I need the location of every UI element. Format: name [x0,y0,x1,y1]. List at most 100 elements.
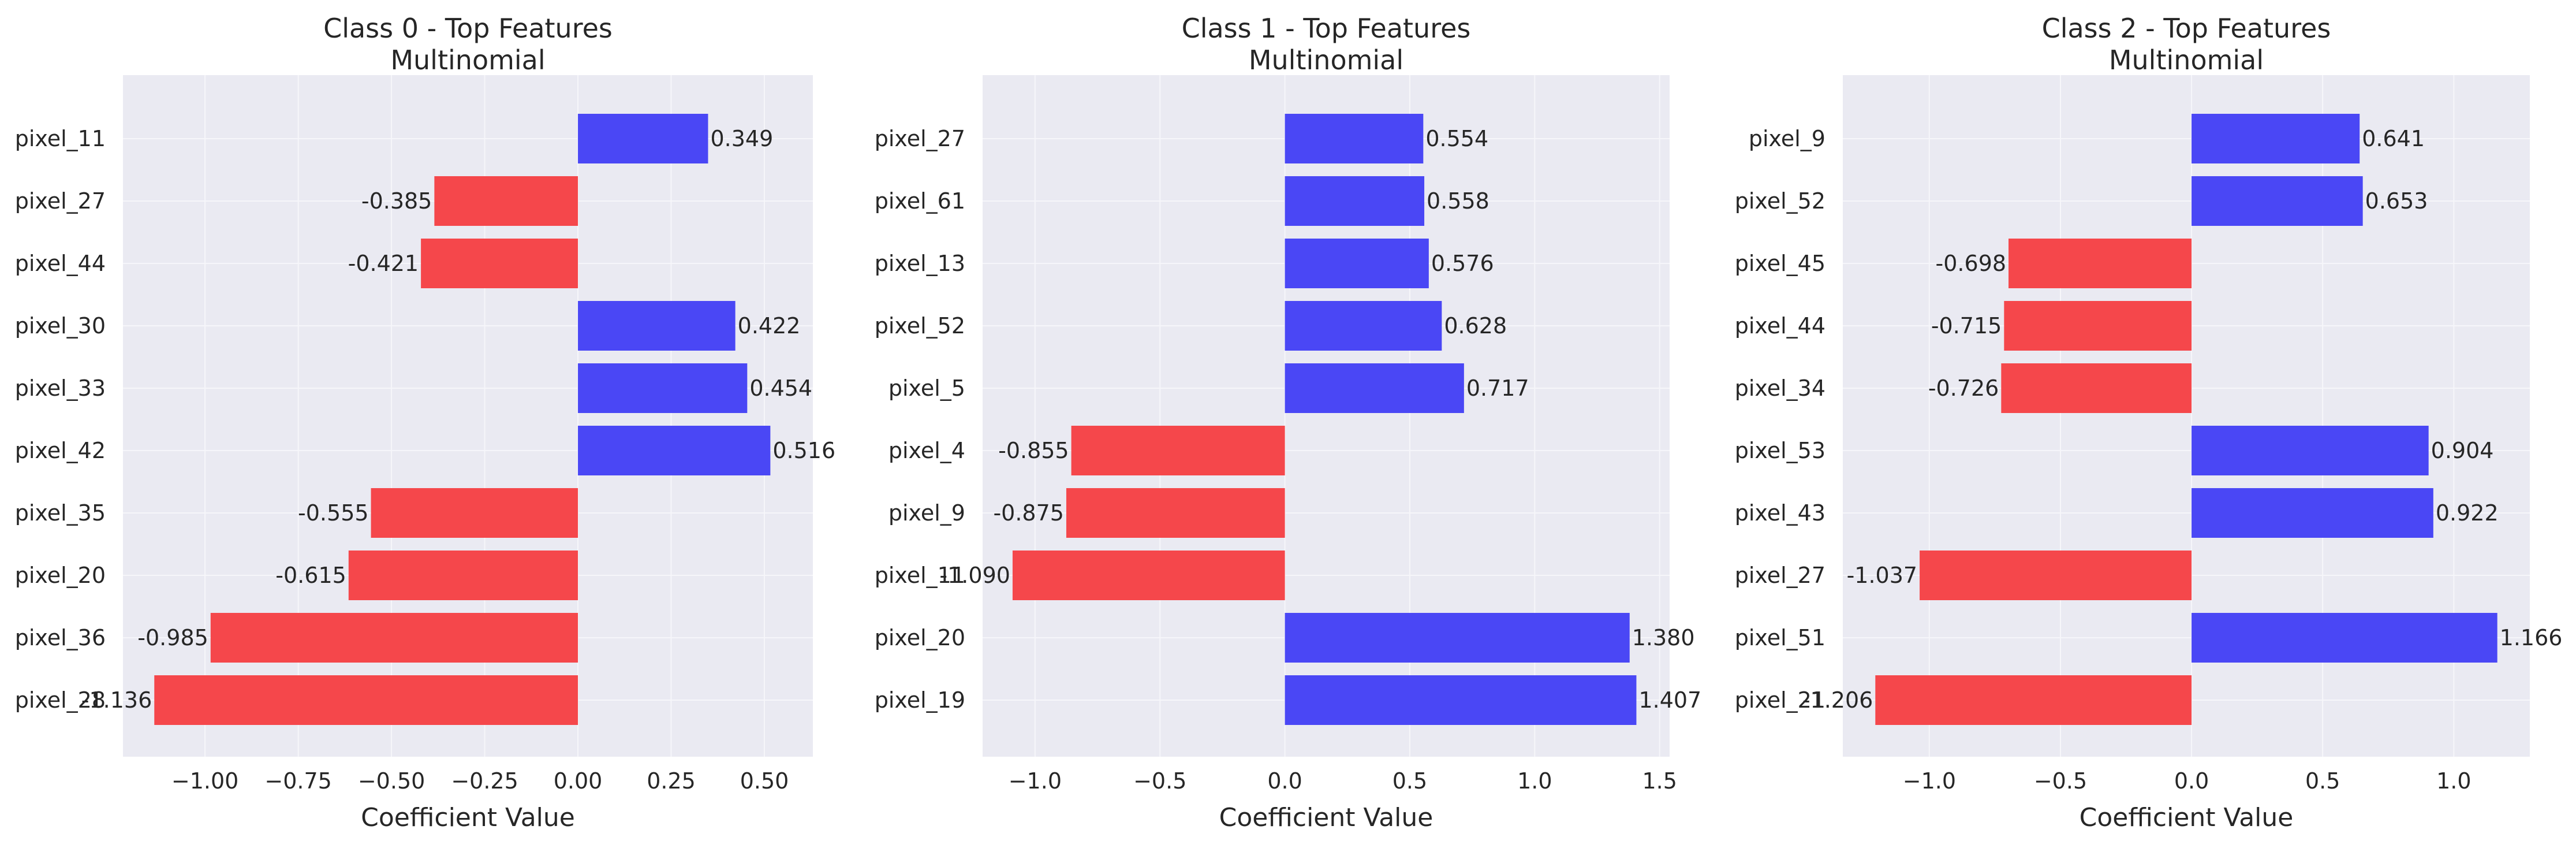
bar-value-label: 0.454 [749,375,812,401]
bar-value-label: 0.422 [738,313,801,339]
bar-value-label: -0.615 [275,563,346,588]
x-tick-label: 0.5 [2305,768,2340,794]
x-tick-label: 1.0 [2436,768,2471,794]
x-tick-label: 0.5 [1392,768,1427,794]
bar [2192,613,2497,663]
bar [1285,176,1425,226]
bar-value-label: 1.407 [1638,687,1701,713]
y-tick-label: pixel_35 [15,500,106,526]
x-tick-label: −1.0 [1903,768,1956,794]
x-tick-label: −1.00 [171,768,238,794]
y-tick-label: pixel_9 [888,500,965,526]
bar [1012,551,1285,600]
bar-value-label: 0.922 [2436,500,2499,526]
bar [1285,675,1637,725]
bar [1066,488,1285,538]
bar [2192,176,2363,226]
bar-value-label: 0.904 [2431,438,2494,463]
x-tick-label: 0.50 [740,768,789,794]
bar [578,426,771,475]
chart-title: Class 0 - Top Features [323,13,613,44]
chart-subtitle: Multinomial [390,44,545,76]
bar-value-label: -1.090 [939,563,1010,588]
y-tick-label: pixel_34 [1735,375,1825,401]
bar-value-label: 1.166 [2500,625,2563,650]
y-tick-label: pixel_45 [1735,251,1825,276]
bar [2192,114,2360,163]
bar [2008,239,2192,288]
bar [578,363,748,413]
bar [154,675,578,725]
y-tick-label: pixel_52 [1735,188,1825,214]
y-tick-label: pixel_61 [875,188,965,214]
bar-value-label: 0.628 [1444,313,1507,339]
chart-subtitle: Multinomial [1249,44,1403,76]
bar [421,239,578,288]
bar [2192,488,2433,538]
x-axis-label: Coefficient Value [1219,803,1433,832]
bar-value-label: -1.206 [1802,687,1873,713]
y-tick-label: pixel_33 [15,375,106,401]
bar-value-label: -0.855 [998,438,1069,463]
y-tick-label: pixel_53 [1735,438,1825,463]
x-tick-label: 1.0 [1517,768,1552,794]
y-tick-label: pixel_13 [875,251,965,276]
x-tick-label: 0.25 [647,768,696,794]
x-tick-label: −0.5 [2034,768,2087,794]
x-tick-label: −0.75 [264,768,331,794]
bar-value-label: 0.717 [1466,375,1529,401]
x-tick-label: −0.5 [1133,768,1186,794]
bar [1285,363,1464,413]
y-tick-label: pixel_27 [1735,563,1825,588]
bar [210,613,578,663]
bar-value-label: -0.385 [361,188,432,214]
bar-value-label: -0.875 [993,500,1064,526]
y-tick-label: pixel_5 [888,375,965,401]
bar [1071,426,1285,475]
bar [1875,675,2192,725]
bar [348,551,578,600]
y-tick-label: pixel_42 [15,438,106,463]
y-tick-label: pixel_19 [875,687,965,713]
y-tick-label: pixel_51 [1735,625,1825,650]
bar-value-label: -0.555 [298,500,369,526]
bar-value-label: -1.136 [81,687,152,713]
x-tick-label: −1.0 [1009,768,1062,794]
x-tick-label: 0.00 [554,768,603,794]
y-tick-label: pixel_28 [15,687,106,713]
y-tick-label: pixel_36 [15,625,106,650]
bar-value-label: -0.985 [137,625,208,650]
y-tick-label: pixel_30 [15,313,106,339]
bar-value-label: 0.516 [772,438,835,463]
chart-subtitle: Multinomial [2109,44,2264,76]
bar-value-label: 1.380 [1632,625,1695,650]
bar-value-label: -0.698 [1936,251,2007,276]
bar [2001,363,2192,413]
bar [2004,301,2192,351]
y-tick-label: pixel_52 [875,313,965,339]
bar-value-label: -0.726 [1928,375,1999,401]
x-tick-label: 1.5 [1642,768,1677,794]
x-axis-label: Coefficient Value [2080,803,2294,832]
y-tick-label: pixel_11 [15,126,106,151]
bar-value-label: 0.641 [2362,126,2425,151]
y-tick-label: pixel_44 [15,251,106,276]
bar [1285,239,1429,288]
bar-value-label: 0.554 [1425,126,1488,151]
x-tick-label: 0.0 [1267,768,1302,794]
bar [578,114,708,163]
bar [1285,114,1424,163]
bar-value-label: 0.576 [1431,251,1494,276]
y-tick-label: pixel_44 [1735,313,1825,339]
bar-value-label: -1.037 [1847,563,1918,588]
bar [434,176,578,226]
bar-value-label: 0.349 [710,126,773,151]
y-tick-label: pixel_21 [1735,687,1825,713]
y-tick-label: pixel_43 [1735,500,1825,526]
chart-title: Class 2 - Top Features [2042,13,2331,44]
bar [578,301,736,351]
y-tick-label: pixel_4 [888,438,965,463]
y-tick-label: pixel_27 [15,188,106,214]
bar-value-label: 0.653 [2365,188,2428,214]
bar-value-label: -0.421 [348,251,419,276]
